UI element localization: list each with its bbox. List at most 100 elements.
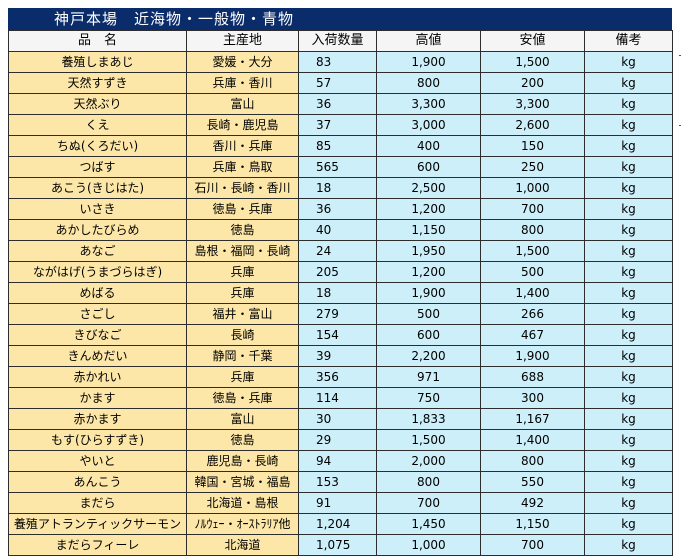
unit-cell: kg [584, 72, 673, 94]
table-row: 赤かます 富山 30 1,833 1,167 kg [8, 408, 673, 430]
unit-cell: kg [584, 198, 673, 220]
table-row: まだらフィーレ 北海道 1,075 1,000 700 kg [8, 534, 673, 556]
low-price-cell: 300 [480, 387, 585, 409]
high-price-cell: 2,000 [376, 450, 481, 472]
quantity-cell: 94 [298, 450, 377, 472]
item-name-cell: さごし [8, 303, 187, 325]
sheet-title: 神戸本場 近海物・一般物・青物 [8, 8, 672, 30]
quantity-cell: 18 [298, 177, 377, 199]
item-name-cell: きびなご [8, 324, 187, 346]
high-price-cell: 800 [376, 72, 481, 94]
item-name-cell: もす(ひらすずき) [8, 429, 187, 451]
high-price-cell: 700 [376, 492, 481, 514]
unit-cell: kg [584, 282, 673, 304]
table-body: 養殖しまあじ 愛媛・大分 83 1,900 1,500 kg 天然すずき 兵庫・香川 57 800… [8, 51, 673, 556]
item-name-cell: あんこう [8, 471, 187, 493]
low-price-cell: 200 [480, 72, 585, 94]
item-name-cell: 天然ぶり [8, 93, 187, 115]
quantity-cell: 154 [298, 324, 377, 346]
origin-cell: 長崎・鹿児島 [186, 114, 299, 136]
table-row: 養殖しまあじ 愛媛・大分 83 1,900 1,500 kg [8, 51, 673, 73]
low-price-cell: 800 [480, 219, 585, 241]
low-price-cell: 3,300 [480, 93, 585, 115]
table-row: 赤かれい 兵庫 356 971 688 kg [8, 366, 673, 388]
high-price-cell: 800 [376, 471, 481, 493]
quantity-cell: 153 [298, 471, 377, 493]
quantity-cell: 24 [298, 240, 377, 262]
low-price-cell: 1,400 [480, 429, 585, 451]
table-row: きびなご 長崎 154 600 467 kg [8, 324, 673, 346]
table-row: まだら 北海道・島根 91 700 492 kg [8, 492, 673, 514]
quantity-cell: 36 [298, 198, 377, 220]
low-price-cell: 2,600 [480, 114, 585, 136]
high-price-cell: 1,833 [376, 408, 481, 430]
item-name-cell: 養殖しまあじ [8, 51, 187, 73]
item-name-cell: まだら [8, 492, 187, 514]
low-price-cell: 467 [480, 324, 585, 346]
table-row: ちぬ(くろだい) 香川・兵庫 85 400 150 kg [8, 135, 673, 157]
table-row: めばる 兵庫 18 1,900 1,400 kg [8, 282, 673, 304]
header-origin: 主産地 [186, 30, 299, 52]
origin-cell: 島根・福岡・長崎 [186, 240, 299, 262]
origin-cell: 北海道・島根 [186, 492, 299, 514]
high-price-cell: 1,450 [376, 513, 481, 535]
high-price-cell: 600 [376, 324, 481, 346]
quantity-cell: 30 [298, 408, 377, 430]
table-row: かます 徳島・兵庫 114 750 300 kg [8, 387, 673, 409]
low-price-cell: 1,150 [480, 513, 585, 535]
high-price-cell: 500 [376, 303, 481, 325]
unit-cell: kg [584, 450, 673, 472]
item-name-cell: あなご [8, 240, 187, 262]
origin-cell: 兵庫 [186, 261, 299, 283]
table-row: 養殖アトランティックサーモン ﾉﾙｳｪｰ・ｵｰｽﾄﾗﾘｱ他 1,204 1,450 1,… [8, 513, 673, 535]
origin-cell: 香川・兵庫 [186, 135, 299, 157]
unit-cell: kg [584, 492, 673, 514]
header-high: 高値 [376, 30, 481, 52]
high-price-cell: 1,900 [376, 51, 481, 73]
item-name-cell: つばす [8, 156, 187, 178]
unit-cell: kg [584, 177, 673, 199]
quantity-cell: 1,075 [298, 534, 377, 556]
unit-cell: kg [584, 345, 673, 367]
quantity-cell: 279 [298, 303, 377, 325]
item-name-cell: 赤かれい [8, 366, 187, 388]
low-price-cell: 1,400 [480, 282, 585, 304]
origin-cell: 北海道 [186, 534, 299, 556]
unit-cell: kg [584, 93, 673, 115]
item-name-cell: 赤かます [8, 408, 187, 430]
high-price-cell: 3,300 [376, 93, 481, 115]
high-price-cell: 1,150 [376, 219, 481, 241]
item-name-cell: かます [8, 387, 187, 409]
origin-cell: 長崎 [186, 324, 299, 346]
unit-cell: kg [584, 471, 673, 493]
edge-mark [679, 55, 681, 56]
unit-cell: kg [584, 135, 673, 157]
table-row: 天然ぶり 富山 36 3,300 3,300 kg [8, 93, 673, 115]
table-row: つばす 兵庫・鳥取 565 600 250 kg [8, 156, 673, 178]
low-price-cell: 1,500 [480, 51, 585, 73]
unit-cell: kg [584, 156, 673, 178]
origin-cell: 富山 [186, 408, 299, 430]
quantity-cell: 39 [298, 345, 377, 367]
item-name-cell: 養殖アトランティックサーモン [8, 513, 187, 535]
low-price-cell: 500 [480, 261, 585, 283]
low-price-cell: 700 [480, 198, 585, 220]
table-row: もす(ひらすずき) 徳島 29 1,500 1,400 kg [8, 429, 673, 451]
unit-cell: kg [584, 324, 673, 346]
high-price-cell: 600 [376, 156, 481, 178]
quantity-cell: 29 [298, 429, 377, 451]
unit-cell: kg [584, 387, 673, 409]
unit-cell: kg [584, 534, 673, 556]
quantity-cell: 18 [298, 282, 377, 304]
origin-cell: 石川・長崎・香川 [186, 177, 299, 199]
table-row: あなご 島根・福岡・長崎 24 1,950 1,500 kg [8, 240, 673, 262]
quantity-cell: 85 [298, 135, 377, 157]
high-price-cell: 1,200 [376, 198, 481, 220]
origin-cell: 静岡・千葉 [186, 345, 299, 367]
item-name-cell: きんめだい [8, 345, 187, 367]
quantity-cell: 356 [298, 366, 377, 388]
item-name-cell: あこう(きじはた) [8, 177, 187, 199]
high-price-cell: 1,200 [376, 261, 481, 283]
quantity-cell: 565 [298, 156, 377, 178]
item-name-cell: いさき [8, 198, 187, 220]
